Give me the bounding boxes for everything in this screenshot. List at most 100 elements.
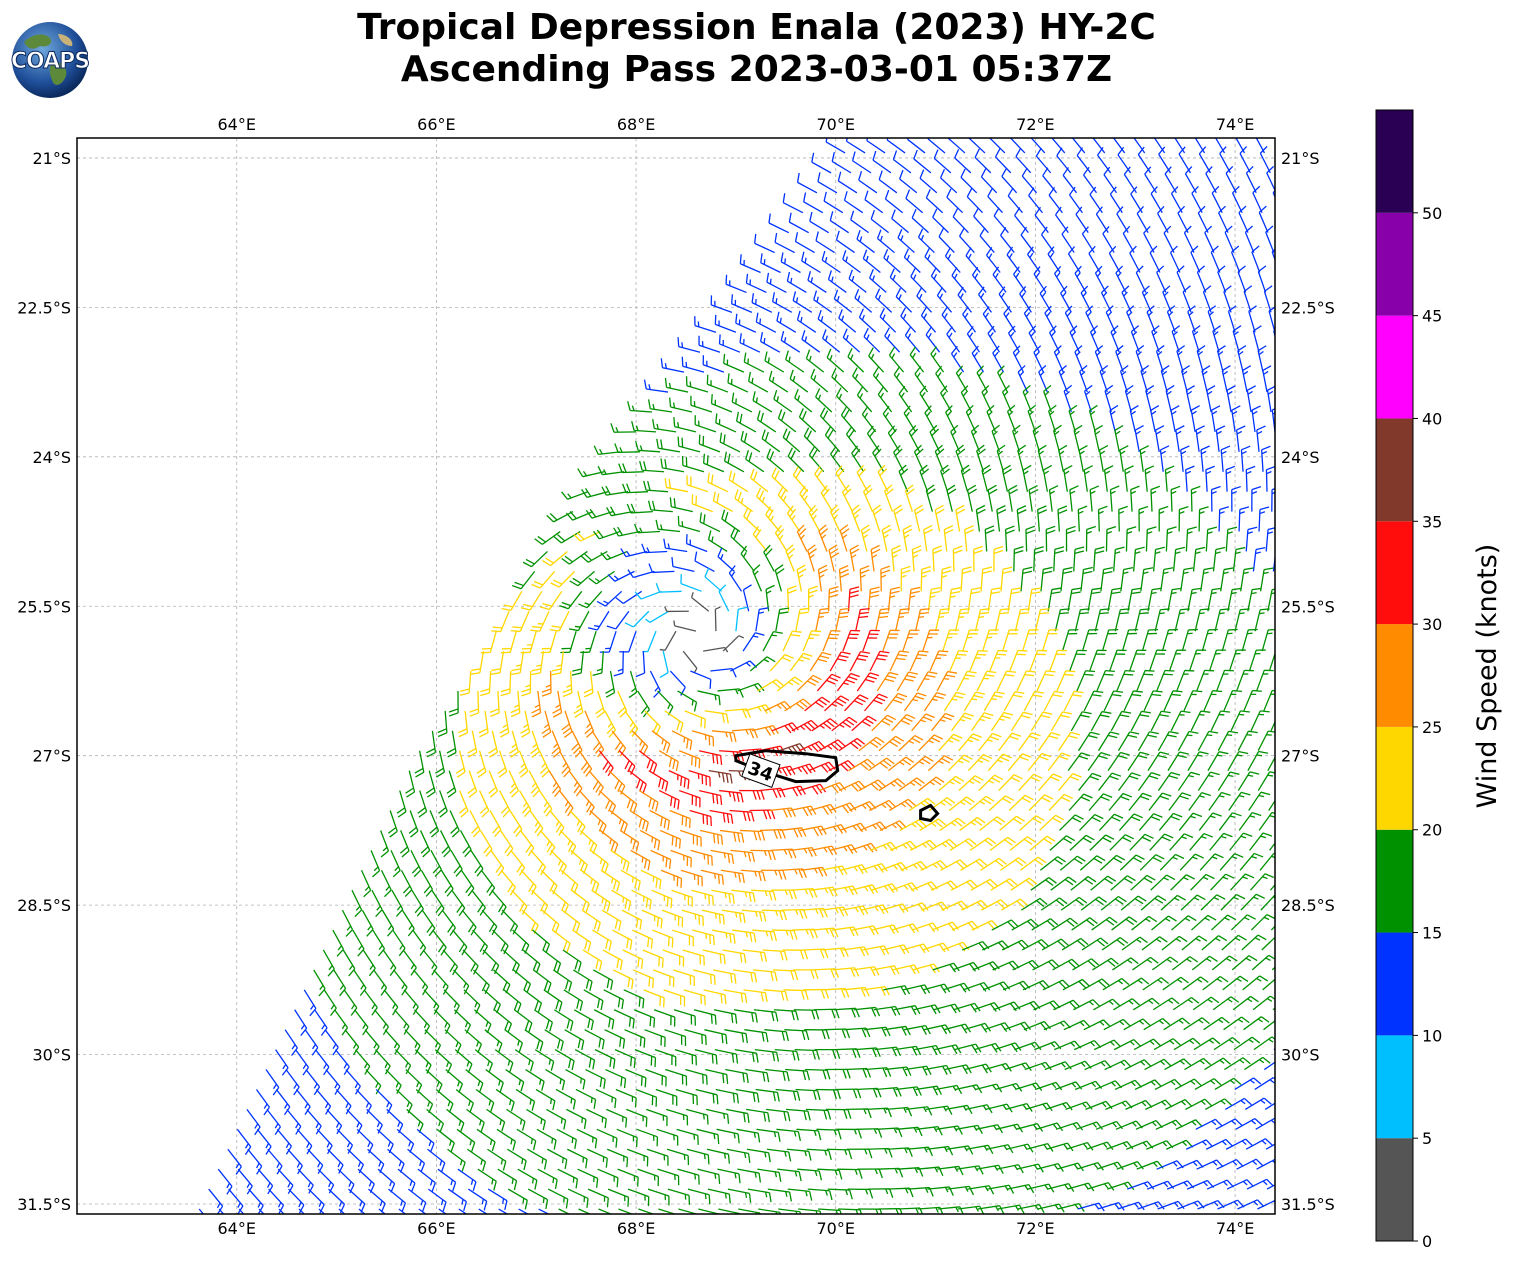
wind-barb [1057, 505, 1068, 532]
wind-barb [671, 730, 693, 751]
wind-barb [914, 608, 930, 632]
wind-barb [437, 710, 448, 738]
wind-barb [867, 586, 880, 612]
wind-barb [894, 608, 910, 632]
wind-barb [756, 487, 774, 513]
wind-barb [1255, 138, 1266, 154]
wind-barb [521, 671, 532, 697]
wind-barb [694, 551, 715, 572]
wind-barb [530, 610, 550, 632]
wind-barb [469, 690, 480, 717]
wind-barb [1158, 505, 1169, 532]
wind-barb [955, 504, 966, 532]
wind-barb [1252, 185, 1263, 213]
wind-barb [877, 464, 889, 492]
wind-barb [1174, 608, 1190, 632]
wind-barb [619, 630, 637, 653]
wind-barb [966, 484, 977, 512]
wind-barb [1146, 305, 1156, 333]
wind-barb [796, 172, 818, 194]
wind-barb [1278, 346, 1286, 372]
wind-barb [1097, 505, 1108, 532]
wind-barb [752, 564, 763, 592]
wind-barb [1194, 608, 1210, 632]
wind-barb [1223, 285, 1232, 313]
wind-barb [1096, 670, 1115, 692]
wind-barb [1238, 205, 1249, 233]
wind-barb [833, 289, 853, 313]
wind-barb [583, 670, 594, 698]
wind-barb [697, 690, 721, 706]
wind-barb [798, 408, 817, 433]
wind-barb [1212, 546, 1226, 572]
wind-barb [633, 523, 661, 534]
chart-title-line-2: Ascending Pass 2023-03-01 05:37Z [400, 49, 1113, 90]
wind-barb [1115, 265, 1127, 293]
wind-barb [817, 172, 838, 194]
wind-barb [829, 651, 851, 672]
wind-barbs [198, 138, 1302, 1214]
wind-barb [647, 399, 673, 413]
wind-barb [878, 170, 898, 194]
wind-barb [842, 328, 861, 353]
wind-barb [735, 411, 757, 433]
wind-barb [1282, 629, 1297, 651]
wind-barb [752, 525, 768, 552]
wind-barb [870, 544, 881, 572]
wind-barb [765, 506, 781, 532]
wind-barb [1130, 325, 1140, 353]
wind-barb [1151, 325, 1160, 353]
colorbar-tick-label-3: 15 [1422, 924, 1442, 943]
wind-barb [1062, 167, 1078, 194]
wind-barb [807, 544, 817, 572]
wind-barb [1231, 405, 1241, 433]
wind-barb [974, 148, 992, 174]
wind-barb [500, 630, 517, 654]
wind-barb [1136, 669, 1155, 692]
wind-barb [1109, 649, 1127, 672]
wind-barb [549, 610, 570, 632]
wind-barb [824, 695, 850, 712]
lon-tick-top-5: 74°E [1216, 115, 1254, 134]
wind-barb [917, 228, 935, 254]
wind-barb [1260, 445, 1271, 472]
wind-barb [1036, 670, 1056, 692]
wind-barb [714, 606, 721, 632]
wind-barb [671, 557, 695, 573]
wind-barb [677, 337, 701, 353]
wind-barb [1271, 966, 1275, 971]
wind-barb [869, 268, 887, 293]
wind-barb [900, 307, 917, 333]
wind-barb [1140, 364, 1150, 393]
wind-barb [655, 519, 681, 533]
wind-barb [1176, 669, 1195, 692]
wind-barb [1034, 206, 1049, 234]
wind-barb [739, 333, 761, 353]
coaps-logo: COAPS [10, 22, 90, 98]
wind-barb [1094, 608, 1110, 632]
wind-barb [1259, 567, 1274, 592]
wind-barb [815, 388, 833, 413]
wind-barb [531, 690, 542, 718]
wind-barb [936, 287, 953, 313]
wind-barb [1054, 608, 1070, 632]
wind-barb [607, 570, 635, 582]
wind-barb [1083, 690, 1104, 712]
wind-barb [962, 306, 977, 333]
lon-tick-top-3: 70°E [816, 115, 854, 134]
wind-barb [1039, 285, 1052, 313]
wind-barb [740, 545, 755, 572]
wind-barb [863, 327, 881, 353]
wind-barb [734, 489, 754, 513]
wind-barb [955, 444, 966, 472]
wind-barb [856, 672, 880, 692]
wind-barb [1284, 690, 1302, 710]
wind-barb [874, 288, 893, 313]
wind-barb [655, 583, 682, 593]
wind-barb [777, 676, 803, 692]
wind-barb [1098, 445, 1109, 472]
wind-barb [881, 524, 892, 552]
wind-barb [631, 730, 649, 756]
wind-barb [1104, 384, 1114, 413]
wind-barb [1180, 567, 1194, 592]
